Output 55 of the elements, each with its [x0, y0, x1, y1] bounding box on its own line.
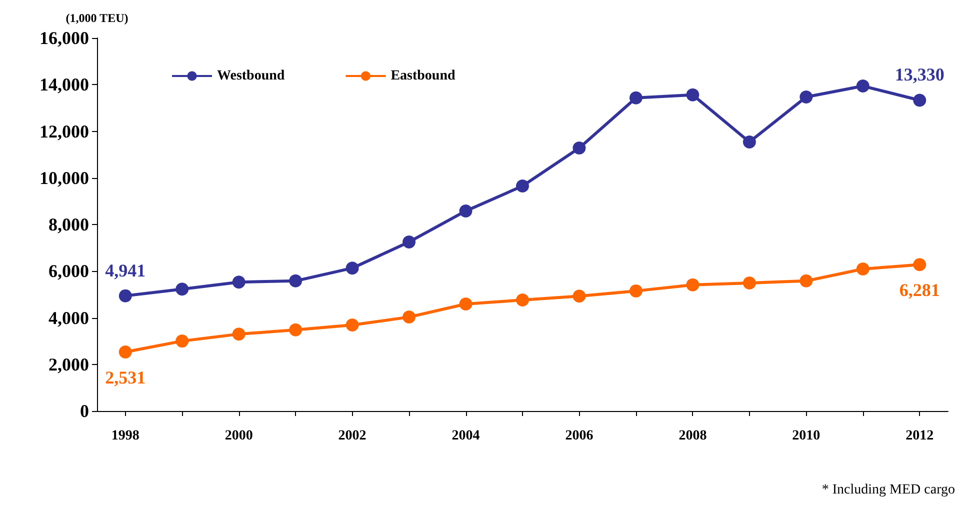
data-label: 4,941 [105, 260, 146, 280]
point [856, 80, 870, 93]
point [459, 298, 472, 310]
y-tick-label: 8,000 [48, 214, 89, 234]
y-tick-label: 6,000 [48, 261, 89, 282]
point [402, 235, 416, 248]
point [289, 323, 302, 336]
point [800, 90, 813, 104]
point [516, 294, 529, 307]
point [176, 282, 189, 296]
point [742, 276, 756, 290]
x-tick-label: 2004 [452, 428, 480, 444]
y-axis-title: (1,000 TEU) [66, 11, 128, 25]
y-tick-label: 10,000 [40, 168, 89, 188]
x-tick-label: 2002 [338, 428, 366, 444]
point [572, 142, 586, 155]
x-tick-label: 2006 [565, 428, 594, 444]
y-tick-label: 4,000 [48, 308, 89, 328]
legend-label: Eastbound [390, 68, 456, 84]
x-tick-label: 2012 [906, 428, 934, 444]
point [289, 274, 302, 288]
point [686, 278, 700, 292]
point [232, 328, 246, 341]
point [800, 274, 813, 288]
point [402, 310, 416, 324]
data-label: 13,330 [894, 64, 944, 85]
point [346, 318, 359, 332]
y-tick-label: 0 [80, 401, 89, 421]
point [629, 284, 642, 298]
x-tick-label: 2010 [792, 428, 820, 444]
point [459, 204, 472, 218]
y-tick-label: 14,000 [40, 74, 89, 95]
y-tick-label: 12,000 [40, 121, 89, 142]
y-tick-label: 16,000 [40, 28, 89, 48]
legend-label: Westbound [217, 68, 285, 84]
data-label: 2,531 [105, 367, 146, 388]
x-tick-label: 2000 [224, 428, 253, 444]
point [118, 346, 132, 358]
point [516, 180, 529, 193]
x-tick-label: 2008 [678, 428, 707, 444]
point [913, 94, 926, 107]
point [572, 290, 586, 303]
text: * Including MED cargo [822, 482, 956, 498]
y-tick-label: 2,000 [48, 354, 89, 374]
point [629, 91, 642, 104]
point [232, 276, 246, 289]
point [742, 135, 756, 148]
point [118, 289, 132, 302]
point [856, 262, 870, 276]
data-label: 6,281 [899, 280, 940, 300]
x-tick-label: 1998 [111, 428, 140, 444]
point [686, 88, 700, 102]
point [346, 262, 359, 275]
point [913, 258, 926, 272]
point [176, 334, 189, 348]
